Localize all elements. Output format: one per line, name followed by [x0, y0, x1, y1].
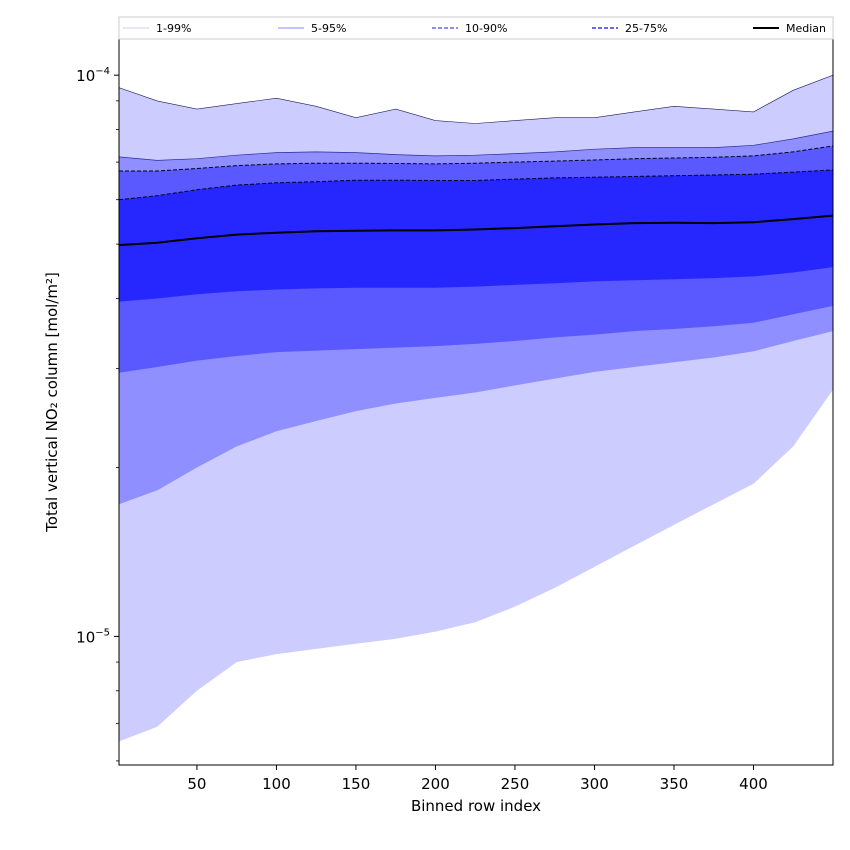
legend: 1-99% 5-95% 10-90% 25-75% Median	[118, 16, 834, 40]
x-tick-label: 150	[342, 775, 371, 793]
percentile-edges	[119, 74, 833, 201]
x-axis-label: Binned row index	[411, 797, 541, 815]
median-line	[119, 214, 833, 247]
y-tick-label: 10−4	[76, 66, 110, 85]
x-tick-label: 100	[262, 775, 291, 793]
legend-label: Median	[786, 22, 826, 35]
median-series	[119, 214, 833, 247]
x-tick-label: 250	[501, 775, 530, 793]
legend-label: 10-90%	[465, 22, 507, 35]
legend-label: 5-95%	[311, 22, 346, 35]
band-edge-10-90%	[119, 145, 833, 172]
band-25-75%	[119, 169, 833, 302]
y-tick-label: 10−5	[76, 627, 110, 646]
legend-label: 25-75%	[625, 22, 667, 35]
x-tick-label: 400	[739, 775, 768, 793]
band-edge-5-95%	[119, 130, 833, 161]
band-edge-25-75%	[119, 169, 833, 201]
x-tick-label: 350	[660, 775, 689, 793]
band-edge-1-99%	[119, 74, 833, 124]
percentile-bands	[119, 75, 833, 742]
legend-box	[118, 16, 834, 40]
x-axis-ticks: 50 100 150 200 250 300 350 400	[187, 765, 768, 793]
legend-label: 1-99%	[156, 22, 191, 35]
x-tick-label: 300	[580, 775, 609, 793]
x-tick-label: 50	[187, 775, 206, 793]
y-axis-label: Total vertical NO₂ column [mol/m²]	[43, 272, 61, 533]
y-axis-ticks: 10−4 10−5	[76, 66, 119, 762]
x-tick-label: 200	[421, 775, 450, 793]
